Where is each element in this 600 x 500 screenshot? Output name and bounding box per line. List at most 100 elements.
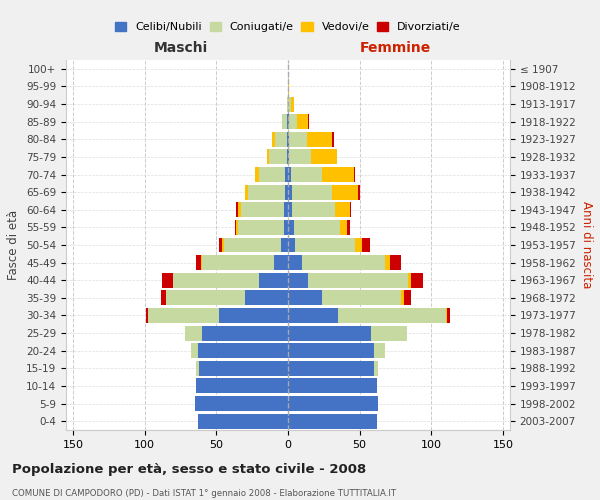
Bar bbox=[371, 326, 407, 340]
Bar bbox=[288, 220, 294, 235]
Bar bbox=[307, 132, 332, 147]
Bar bbox=[288, 396, 378, 411]
Text: COMUNE DI CAMPODORO (PD) - Dati ISTAT 1° gennaio 2008 - Elaborazione TUTTITALIA.: COMUNE DI CAMPODORO (PD) - Dati ISTAT 1°… bbox=[12, 489, 396, 498]
Bar bbox=[245, 290, 288, 306]
Bar bbox=[288, 184, 292, 200]
Bar bbox=[358, 184, 359, 200]
Bar bbox=[332, 132, 334, 147]
Bar bbox=[294, 220, 340, 235]
Bar bbox=[350, 202, 351, 218]
Bar bbox=[248, 184, 285, 200]
Bar bbox=[287, 132, 288, 147]
Bar bbox=[289, 150, 311, 164]
Bar bbox=[322, 167, 354, 182]
Bar bbox=[195, 396, 288, 411]
Bar bbox=[288, 290, 322, 306]
Bar bbox=[288, 343, 374, 358]
Bar bbox=[219, 308, 288, 323]
Bar bbox=[196, 361, 199, 376]
Bar bbox=[185, 326, 202, 340]
Bar bbox=[338, 308, 446, 323]
Bar bbox=[295, 238, 355, 252]
Bar bbox=[401, 290, 404, 306]
Bar bbox=[347, 220, 350, 235]
Bar bbox=[289, 114, 296, 129]
Bar bbox=[266, 150, 269, 164]
Bar bbox=[146, 308, 148, 323]
Bar bbox=[259, 167, 285, 182]
Bar bbox=[389, 255, 401, 270]
Bar bbox=[275, 132, 287, 147]
Bar bbox=[162, 273, 173, 287]
Bar bbox=[288, 378, 377, 394]
Bar bbox=[274, 255, 288, 270]
Bar bbox=[385, 255, 389, 270]
Bar bbox=[196, 378, 288, 394]
Bar bbox=[308, 114, 310, 129]
Bar bbox=[288, 255, 302, 270]
Bar bbox=[308, 273, 409, 287]
Bar bbox=[411, 273, 422, 287]
Bar bbox=[236, 202, 238, 218]
Bar bbox=[288, 414, 377, 428]
Bar bbox=[374, 361, 378, 376]
Bar bbox=[374, 343, 385, 358]
Bar bbox=[322, 290, 401, 306]
Bar bbox=[173, 273, 259, 287]
Bar bbox=[288, 326, 371, 340]
Text: Femmine: Femmine bbox=[360, 40, 431, 54]
Bar bbox=[202, 255, 274, 270]
Bar bbox=[222, 238, 224, 252]
Bar bbox=[311, 150, 337, 164]
Bar bbox=[191, 343, 198, 358]
Bar bbox=[409, 273, 411, 287]
Bar bbox=[224, 238, 281, 252]
Bar bbox=[292, 202, 335, 218]
Bar bbox=[238, 220, 284, 235]
Bar bbox=[236, 220, 238, 235]
Bar bbox=[287, 114, 288, 129]
Y-axis label: Anni di nascita: Anni di nascita bbox=[580, 202, 593, 288]
Bar bbox=[332, 184, 358, 200]
Bar bbox=[296, 114, 308, 129]
Bar bbox=[288, 202, 292, 218]
Bar bbox=[166, 290, 245, 306]
Bar bbox=[291, 96, 294, 112]
Bar bbox=[198, 414, 288, 428]
Bar bbox=[269, 150, 287, 164]
Bar bbox=[288, 308, 338, 323]
Bar bbox=[272, 132, 275, 147]
Bar bbox=[288, 132, 289, 147]
Bar bbox=[287, 150, 288, 164]
Bar bbox=[288, 96, 291, 112]
Bar bbox=[281, 238, 288, 252]
Bar bbox=[446, 308, 447, 323]
Bar bbox=[148, 308, 219, 323]
Bar bbox=[355, 238, 362, 252]
Bar bbox=[282, 114, 287, 129]
Bar bbox=[288, 150, 289, 164]
Bar bbox=[292, 184, 332, 200]
Bar bbox=[235, 220, 236, 235]
Bar bbox=[447, 308, 450, 323]
Legend: Celibi/Nubili, Coniugati/e, Vedovi/e, Divorziati/e: Celibi/Nubili, Coniugati/e, Vedovi/e, Di… bbox=[111, 18, 465, 37]
Text: Popolazione per età, sesso e stato civile - 2008: Popolazione per età, sesso e stato civil… bbox=[12, 462, 366, 475]
Bar bbox=[255, 167, 259, 182]
Bar bbox=[354, 167, 355, 182]
Bar bbox=[288, 114, 289, 129]
Bar bbox=[245, 184, 248, 200]
Bar bbox=[196, 255, 200, 270]
Y-axis label: Fasce di età: Fasce di età bbox=[7, 210, 20, 280]
Bar bbox=[288, 79, 289, 94]
Text: Maschi: Maschi bbox=[154, 40, 208, 54]
Bar bbox=[288, 361, 374, 376]
Bar bbox=[288, 273, 308, 287]
Bar bbox=[198, 343, 288, 358]
Bar bbox=[241, 202, 284, 218]
Bar bbox=[288, 167, 291, 182]
Bar bbox=[284, 220, 288, 235]
Bar bbox=[199, 361, 288, 376]
Bar bbox=[238, 202, 241, 218]
Bar bbox=[340, 220, 347, 235]
Bar bbox=[202, 326, 288, 340]
